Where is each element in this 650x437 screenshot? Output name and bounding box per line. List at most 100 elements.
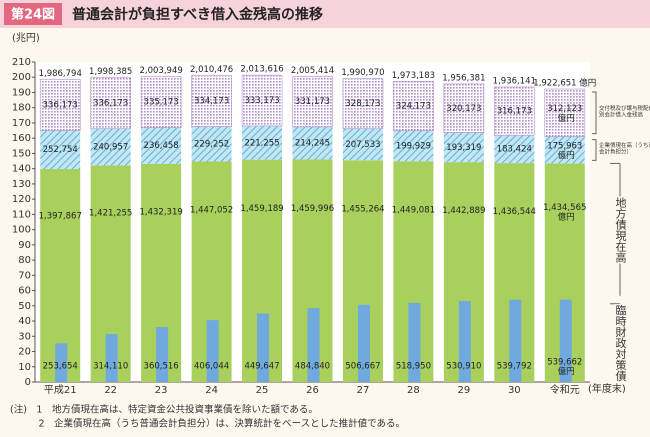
value-label: 193,319	[446, 143, 481, 153]
chart-title: 普通会計が負担すべき借入金残高の推移	[72, 6, 323, 23]
bar-segment	[39, 78, 81, 131]
x-tick-label: 30	[508, 385, 521, 396]
value-label: 207,533	[345, 140, 380, 150]
x-suffix: (年度末)	[588, 382, 626, 395]
bar-segment	[191, 126, 232, 162]
bar-segment	[494, 135, 535, 164]
bar-segment	[393, 81, 434, 132]
value-label: 484,840	[295, 362, 330, 372]
value-label: 336,173	[93, 99, 128, 109]
y-tick-label: 80	[18, 255, 31, 266]
value-label: 336,173	[43, 100, 78, 110]
total-label: 2,003,949	[140, 66, 183, 76]
value-label: 328,173	[345, 99, 380, 109]
y-tick-label: 210	[12, 57, 31, 68]
value-label: 1,397,867	[39, 211, 82, 221]
bracket	[592, 91, 597, 135]
x-tick-label: 26	[306, 385, 319, 396]
bar-segment	[443, 83, 485, 133]
value-label: 1,449,081	[392, 205, 435, 215]
y-tick-label: 60	[18, 286, 31, 297]
total-label: 1,922,651 億円	[533, 78, 596, 89]
value-label: 1,421,255	[89, 209, 132, 219]
overlay-bar	[55, 343, 68, 382]
value-label: 229,252	[194, 140, 229, 150]
overlay-bar	[357, 304, 370, 382]
y-tick-label: 40	[18, 316, 31, 327]
bar-segment	[40, 130, 81, 169]
x-tick-label: 28	[407, 385, 420, 396]
value-label: 1,434,565 億円	[543, 202, 586, 222]
y-tick-label: 100	[12, 225, 31, 236]
x-tick-label: 22	[104, 385, 117, 396]
series-annotation: 地方債現在高	[614, 196, 627, 263]
y-tick-label: 170	[12, 118, 31, 129]
y-unit: (兆円)	[12, 32, 40, 44]
value-label: 1,459,996	[291, 204, 334, 214]
y-tick-label: 90	[18, 240, 31, 251]
y-tick-label: 0	[25, 377, 31, 388]
overlay-bar	[307, 308, 320, 382]
value-label: 331,173	[295, 97, 330, 107]
bar-segment	[191, 75, 232, 127]
value-label: 406,044	[194, 362, 229, 372]
total-label: 2,010,476	[190, 65, 233, 75]
value-label: 530,910	[446, 362, 481, 372]
y-tick-label: 150	[12, 148, 31, 159]
y-tick-label: 10	[18, 362, 31, 373]
value-label: 236,458	[144, 141, 179, 151]
bar-segment	[443, 132, 484, 163]
overlay-bar	[206, 320, 219, 382]
total-label: 1,998,385	[89, 67, 132, 77]
figure-label: 第24図	[11, 7, 55, 23]
bar-segment	[544, 136, 585, 164]
value-label: 518,950	[396, 362, 431, 372]
x-tick-label: 29	[457, 385, 470, 396]
x-tick-label: 令和元	[550, 383, 580, 396]
x-tick-label: 27	[357, 385, 370, 396]
total-label: 1,956,381	[442, 73, 485, 83]
y-tick-label: 200	[12, 72, 31, 83]
header-band	[0, 0, 650, 28]
y-tick-label: 180	[12, 103, 31, 114]
bar-segment	[90, 128, 131, 166]
bar-segment	[292, 126, 333, 160]
value-label: 252,754	[43, 145, 78, 155]
y-tick-label: 140	[12, 164, 31, 175]
bar-segment	[241, 74, 283, 127]
value-label: 314,110	[93, 362, 128, 372]
note: 2 企業債現在高（うち普通会計負担分）は、決算統計をベースとした推計値である。	[10, 418, 405, 430]
y-tick-label: 30	[18, 331, 31, 342]
overlay-bar	[509, 299, 522, 382]
value-label: 214,245	[295, 139, 330, 149]
y-tick-label: 110	[12, 209, 31, 220]
y-tick-label: 20	[18, 347, 31, 358]
value-label: 1,436,544	[493, 207, 536, 217]
value-label: 1,459,189	[240, 204, 283, 214]
bar-segment	[342, 128, 383, 161]
bar-segment	[90, 77, 131, 130]
overlay-bar	[408, 302, 421, 382]
value-label: 333,173	[244, 96, 279, 106]
x-tick-label: 平成21	[44, 384, 77, 396]
y-tick-label: 70	[18, 270, 31, 281]
bar-segment	[342, 78, 384, 129]
value-label: 175,963 億円	[547, 141, 582, 161]
value-label: 1,447,052	[190, 206, 233, 216]
x-tick-label: 23	[155, 385, 168, 396]
bar-segment	[292, 76, 333, 128]
value-label: 539,662 億円	[547, 357, 582, 377]
value-label: 316,173	[497, 107, 532, 117]
total-label: 1,986,794	[39, 69, 82, 79]
x-tick-label: 25	[256, 385, 269, 396]
bar-segment	[393, 130, 434, 162]
total-label: 1,990,970	[341, 68, 384, 78]
total-label: 1,936,141	[493, 76, 536, 86]
series-annotation: 臨時財政対策債	[614, 304, 627, 382]
bar-segment	[242, 125, 283, 160]
y-tick-label: 160	[12, 133, 31, 144]
x-tick-label: 24	[205, 385, 218, 396]
overlay-bar	[105, 334, 118, 382]
value-label: 183,424	[497, 145, 532, 155]
